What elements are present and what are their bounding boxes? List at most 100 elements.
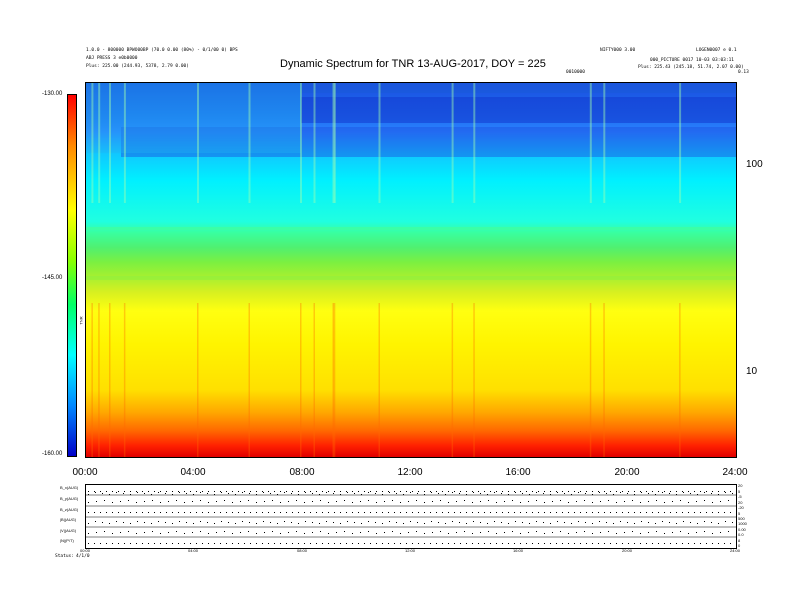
panel-dot <box>272 531 273 532</box>
panel-dot <box>670 543 671 544</box>
panel-dot <box>322 512 323 513</box>
panel-dot <box>622 543 623 544</box>
panel-dot <box>520 502 521 503</box>
panel-dot <box>452 492 453 493</box>
panel-dot <box>192 532 193 533</box>
panel-dot <box>712 491 713 492</box>
panel-dot <box>442 491 443 492</box>
panel-dot <box>88 533 89 534</box>
panel-dot <box>417 493 418 494</box>
panel-dot <box>176 531 177 532</box>
panel-dot <box>320 531 321 532</box>
panel-dot <box>388 543 389 544</box>
panel-dot <box>382 494 383 495</box>
streak-upper <box>91 83 94 203</box>
panel-right-label-8: 0.00 <box>738 527 746 532</box>
panel-dot <box>725 492 726 493</box>
panel-dot <box>270 493 271 494</box>
y-tick-100: 100 <box>746 159 763 170</box>
streak-upper <box>248 83 251 203</box>
panel-dot <box>532 543 533 544</box>
panel-dot <box>544 491 545 492</box>
timeseries-svg <box>86 491 736 544</box>
panel-dot <box>488 500 489 501</box>
panel-dot <box>585 493 586 494</box>
panel-dot <box>304 533 305 534</box>
panel-dot <box>508 491 509 492</box>
panel-dot <box>598 512 599 513</box>
panel-dot <box>696 532 697 533</box>
panel-dot <box>284 492 285 493</box>
panel-dot <box>472 491 473 492</box>
panel-dot <box>326 492 327 493</box>
panel-dot <box>284 521 285 522</box>
panel-dot <box>550 494 551 495</box>
panel-dot <box>508 523 509 524</box>
panel-dot <box>728 500 729 501</box>
panel-dot <box>192 501 193 502</box>
panel-dot <box>448 512 449 513</box>
panel-dot <box>616 543 617 544</box>
panel-dot <box>376 502 377 503</box>
panel-dot <box>256 494 257 495</box>
panel-dot <box>416 531 417 532</box>
panel-x-tick-0: 00:00 <box>79 548 91 553</box>
panel-dot <box>268 491 269 492</box>
panel-dot <box>528 501 529 502</box>
panel-dot <box>249 493 250 494</box>
panel-dot <box>88 491 89 492</box>
panel-right-label-2: -5 <box>738 494 742 499</box>
streak-lower <box>332 303 334 457</box>
panel-dot <box>487 494 488 495</box>
panel-dot <box>544 512 545 513</box>
panel-dot <box>484 543 485 544</box>
panel-dot <box>628 543 629 544</box>
panel-dot <box>291 493 292 494</box>
panel-dot <box>496 491 497 492</box>
panel-dot <box>682 543 683 544</box>
panel-dot <box>592 512 593 513</box>
panel-label-v: |V|(AUG) <box>60 528 77 533</box>
panel-dot <box>178 491 179 492</box>
panel-dot <box>580 512 581 513</box>
panel-dot <box>646 491 647 492</box>
panel-dot <box>496 543 497 544</box>
panel-dot <box>144 532 145 533</box>
panel-dot <box>144 522 145 523</box>
panel-dot <box>536 492 537 493</box>
panel-dot <box>394 543 395 544</box>
panel-dot <box>142 512 143 513</box>
panel-dot <box>263 492 264 493</box>
panel-dot <box>586 512 587 513</box>
panel-dot <box>334 491 335 492</box>
panel-dot <box>216 532 217 533</box>
panel-dot <box>172 494 173 495</box>
panel-dot <box>718 491 719 492</box>
panel-dot <box>186 493 187 494</box>
panel-dot <box>544 502 545 503</box>
panel-dot <box>586 543 587 544</box>
panel-dot <box>624 532 625 533</box>
streak-lower <box>589 303 592 457</box>
panel-dot <box>305 521 306 522</box>
panel-dot <box>88 543 89 544</box>
panel-dot <box>408 532 409 533</box>
panel-dot <box>207 522 208 523</box>
panel-dot <box>154 543 155 544</box>
panel-dot <box>151 494 152 495</box>
panel-dot <box>676 543 677 544</box>
header-info-right-1b: LOGEN0007 e 0.1 <box>696 48 737 53</box>
panel-dot <box>184 502 185 503</box>
footer-status-value: 4/1/0 <box>76 554 90 559</box>
panel-dot <box>136 512 137 513</box>
panel-dot <box>368 521 369 522</box>
panel-dot <box>496 512 497 513</box>
panel-dot <box>552 532 553 533</box>
panel-dot <box>286 543 287 544</box>
panel-dot <box>286 512 287 513</box>
panel-dot <box>664 543 665 544</box>
panel-dot <box>730 543 731 544</box>
panel-dot <box>696 501 697 502</box>
panel-dot <box>298 543 299 544</box>
panel-dot <box>244 512 245 513</box>
